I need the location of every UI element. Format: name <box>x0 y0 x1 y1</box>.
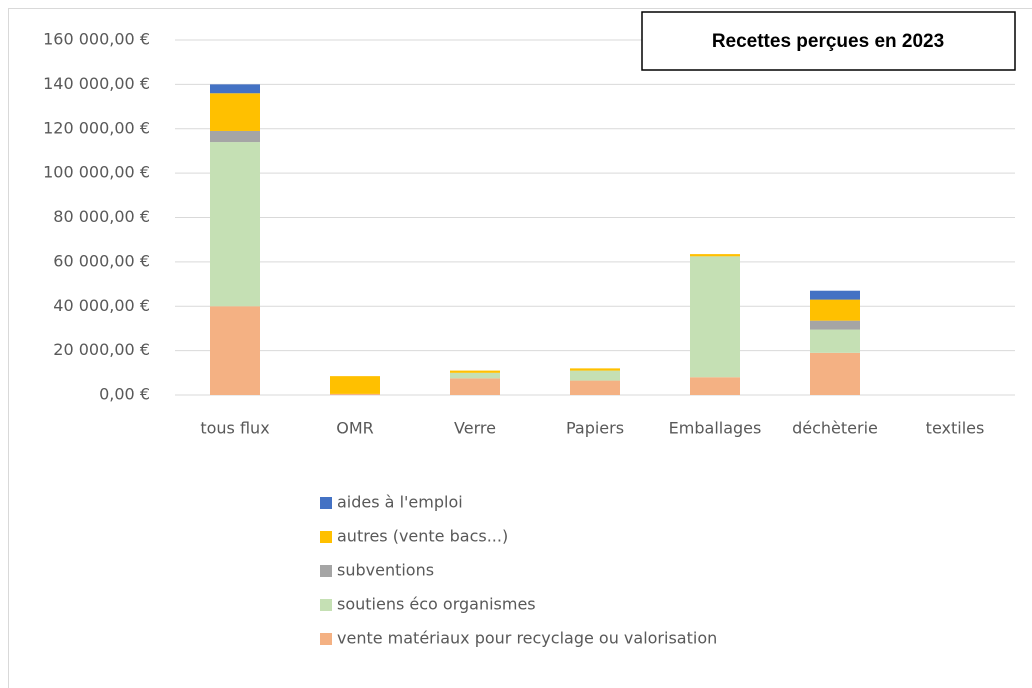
title-box <box>641 11 1016 71</box>
legend-label: subventions <box>337 561 434 580</box>
y-tick-label: 0,00 € <box>99 385 150 404</box>
bar-segment <box>570 380 620 395</box>
legend-swatch <box>320 599 332 611</box>
legend-label: soutiens éco organismes <box>337 595 536 614</box>
x-tick-label: déchèterie <box>792 419 878 438</box>
bar-segment <box>570 370 620 381</box>
y-tick-label: 60 000,00 € <box>53 251 150 270</box>
legend-label: aides à l'emploi <box>337 493 463 512</box>
y-tick-label: 160 000,00 € <box>43 30 150 49</box>
bar-segment <box>210 93 260 131</box>
bar-segment <box>690 256 740 378</box>
chart-border <box>8 8 1032 688</box>
bar-segment <box>450 378 500 395</box>
bar-segment <box>570 368 620 371</box>
bar-segment <box>210 130 260 143</box>
legend-label: autres (vente bacs...) <box>337 527 508 546</box>
bar-segment <box>690 377 740 395</box>
bar-segment <box>330 393 380 395</box>
bar-segment <box>810 299 860 321</box>
legend-label: vente matériaux pour recyclage ou valori… <box>337 629 717 648</box>
x-tick-label: textiles <box>926 419 985 438</box>
bar-segment <box>810 290 860 300</box>
legend-swatch <box>320 565 332 577</box>
y-tick-label: 120 000,00 € <box>43 118 150 137</box>
bar-segment <box>450 370 500 373</box>
bar-segment <box>210 142 260 307</box>
bar-segment <box>690 254 740 257</box>
bar-segment <box>810 352 860 395</box>
chart-title: Recettes perçues en 2023 <box>712 31 944 52</box>
x-tick-label: Emballages <box>669 419 762 438</box>
y-tick-label: 140 000,00 € <box>43 74 150 93</box>
bar-segment <box>450 372 500 379</box>
y-tick-label: 80 000,00 € <box>53 207 150 226</box>
bar-segment <box>210 84 260 94</box>
x-tick-label: Papiers <box>566 419 624 438</box>
x-tick-label: tous flux <box>200 419 269 438</box>
x-tick-label: Verre <box>454 419 496 438</box>
bar-segment <box>210 306 260 395</box>
y-tick-label: 40 000,00 € <box>53 296 150 315</box>
legend-swatch <box>320 497 332 509</box>
y-tick-label: 100 000,00 € <box>43 163 150 182</box>
y-tick-label: 20 000,00 € <box>53 340 150 359</box>
legend-swatch <box>320 633 332 645</box>
bar-segment <box>810 320 860 330</box>
x-tick-label: OMR <box>336 419 374 438</box>
bar-segment <box>810 329 860 353</box>
bar-segment <box>330 376 380 394</box>
legend-swatch <box>320 531 332 543</box>
